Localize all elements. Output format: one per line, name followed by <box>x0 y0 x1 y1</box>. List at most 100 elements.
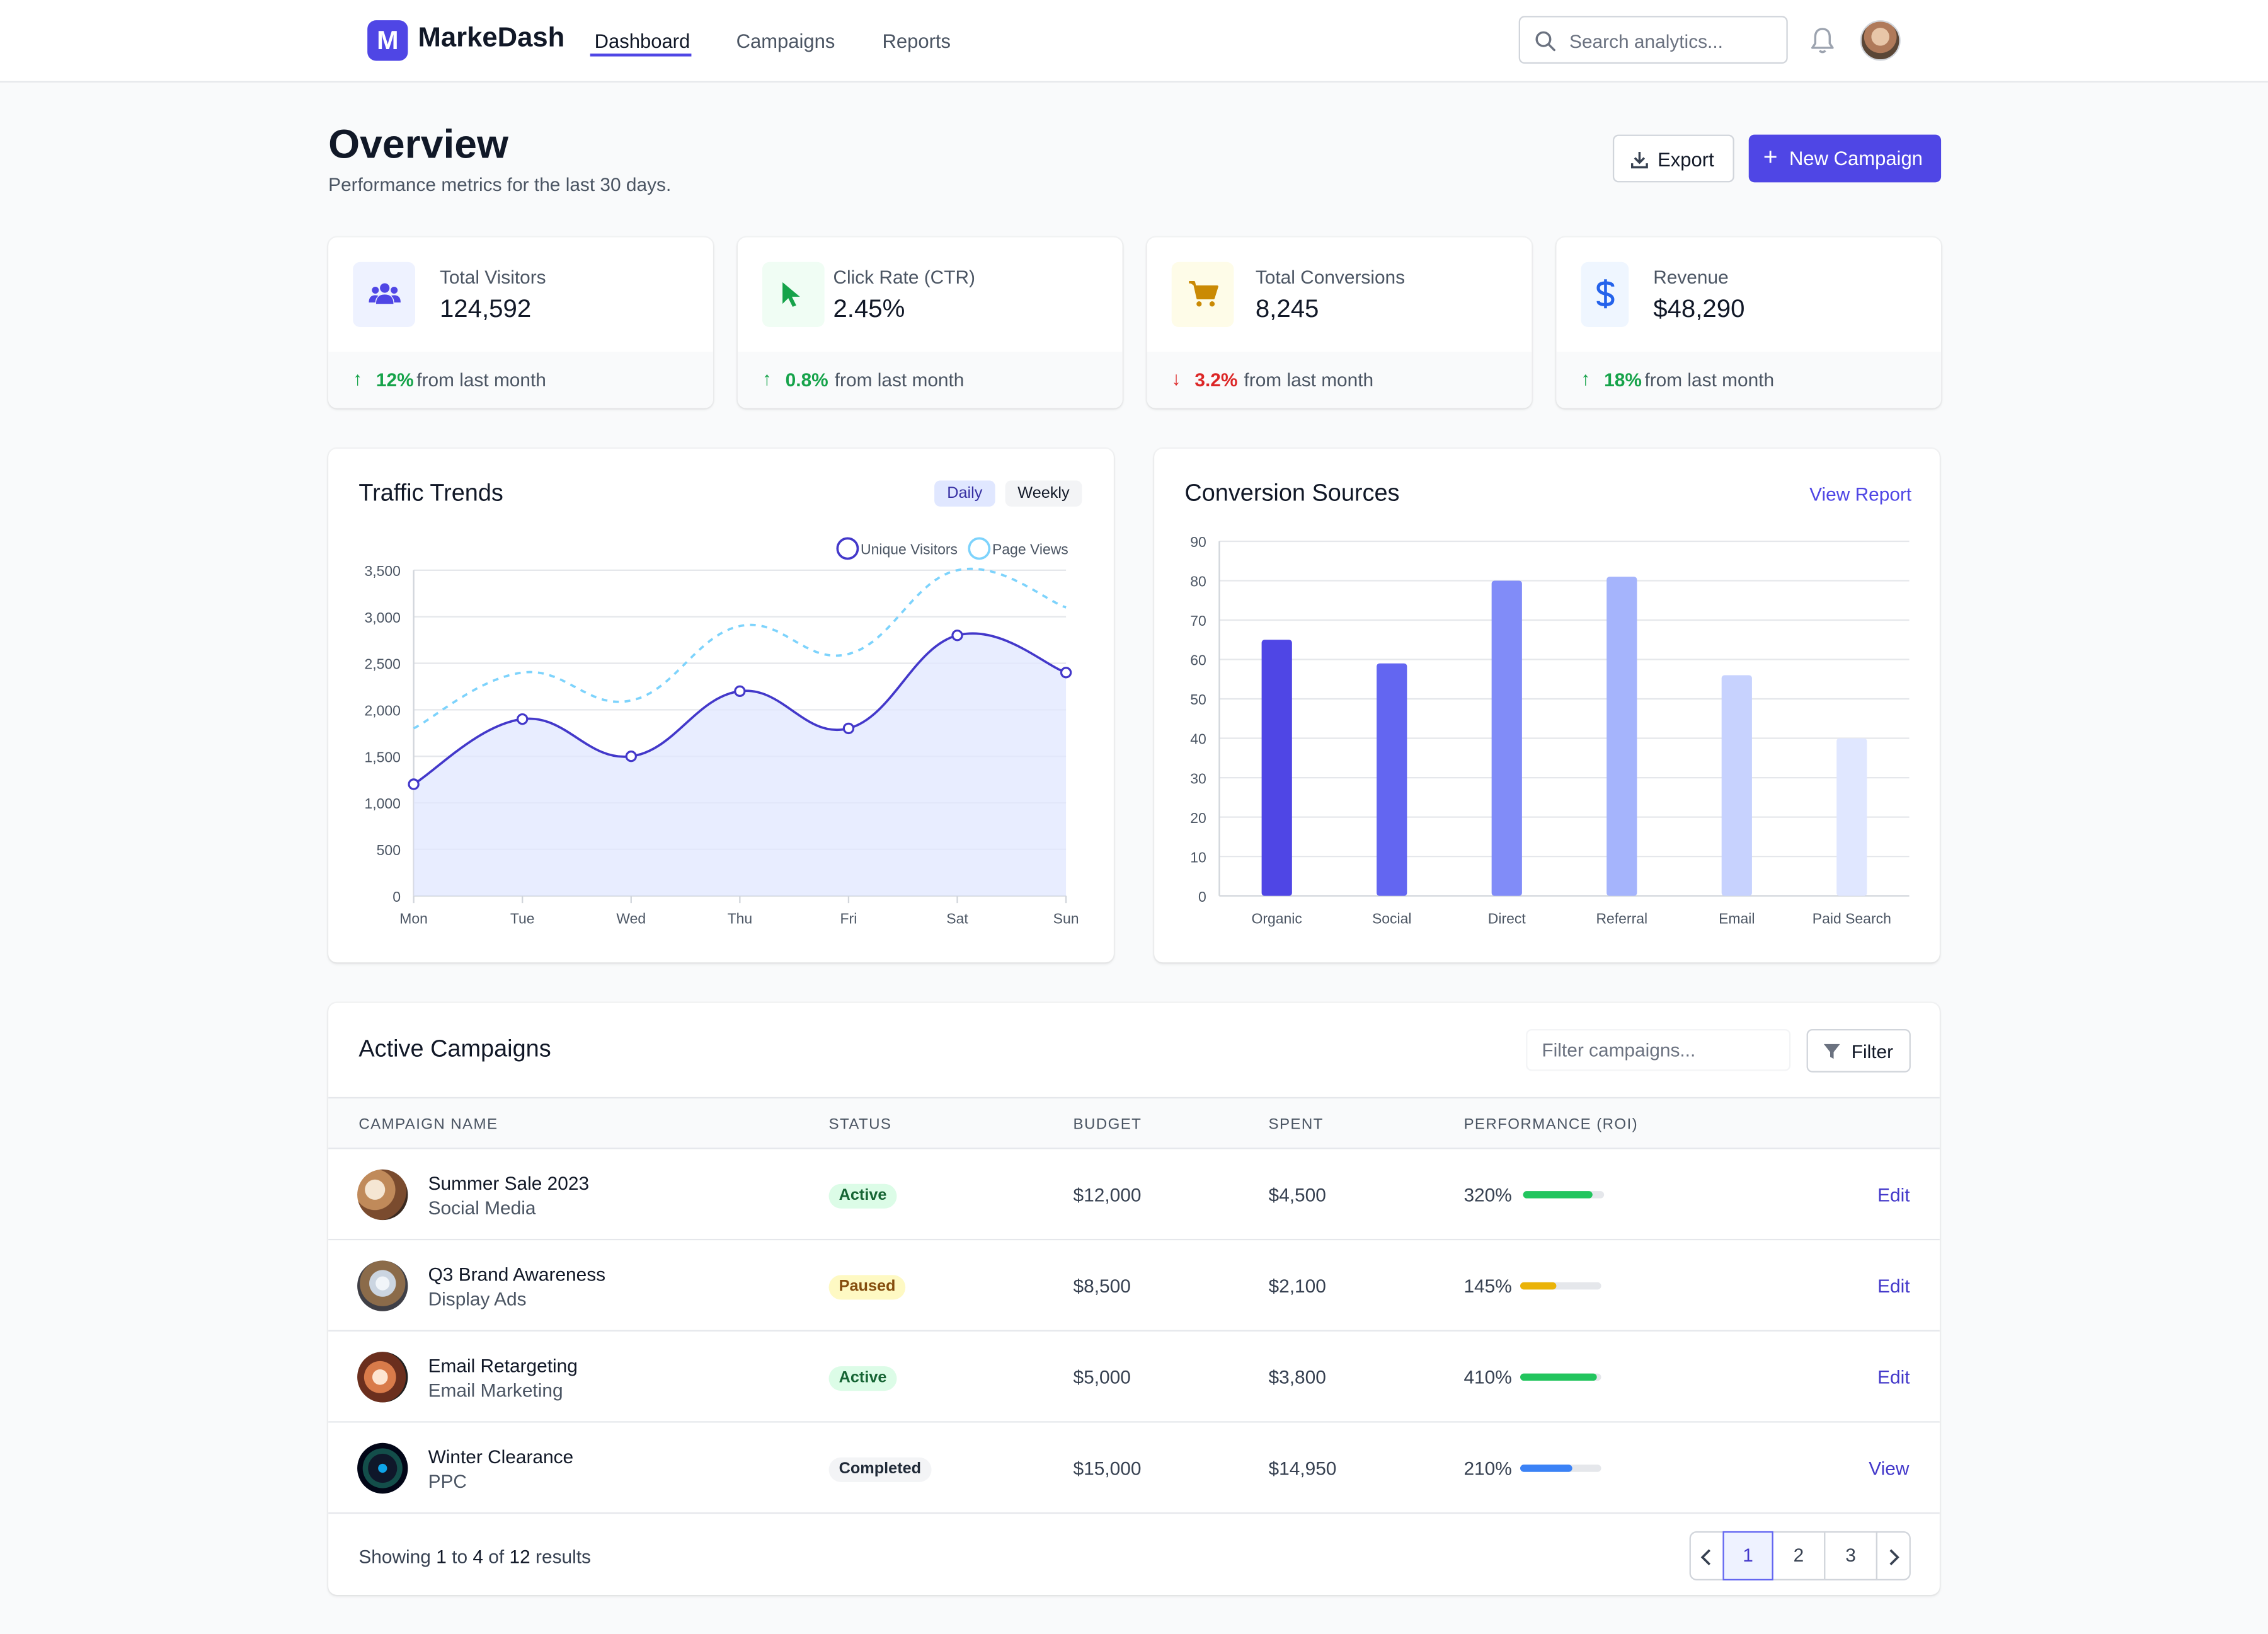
edit-link[interactable]: Edit <box>1877 1275 1910 1297</box>
table-row: Winter Clearance PPC Completed $15,000 $… <box>328 1422 1940 1514</box>
showing-prefix: Showing <box>358 1545 431 1568</box>
search-box[interactable] <box>1518 16 1788 64</box>
stat-change-suffix: from last month <box>416 369 546 391</box>
campaign-budget: $8,500 <box>1073 1275 1131 1297</box>
arrow-down-icon: ↓ <box>1171 367 1181 389</box>
toggle-daily[interactable]: Daily <box>934 480 995 507</box>
showing-total: 12 <box>509 1545 530 1568</box>
showing-suffix: results <box>536 1545 591 1568</box>
roi-progress-bar <box>1520 1373 1601 1381</box>
roi-progress-bar <box>1520 1282 1601 1290</box>
roi-progress-bar <box>1520 1464 1601 1472</box>
y-tick-label: 2,500 <box>365 656 401 672</box>
stat-value: $48,290 <box>1653 294 1745 323</box>
pagination-page-3[interactable]: 3 <box>1824 1531 1878 1580</box>
campaign-thumbnail <box>357 1169 408 1221</box>
campaign-name[interactable]: Winter Clearance <box>428 1446 574 1468</box>
showing-of-word: of <box>488 1545 505 1568</box>
campaigns-title: Active Campaigns <box>358 1036 551 1062</box>
filter-icon <box>1823 1044 1840 1059</box>
campaign-spent: $4,500 <box>1268 1183 1326 1206</box>
campaign-budget: $12,000 <box>1073 1183 1142 1206</box>
stat-value: 8,245 <box>1255 294 1319 323</box>
table-row: Email Retargeting Email Marketing Active… <box>328 1331 1940 1423</box>
bar-chart-y-axis: 0 10 20 30 40 50 60 70 80 90 <box>1190 534 1206 905</box>
y-tick-label: 500 <box>377 842 401 858</box>
campaign-spent: $3,800 <box>1268 1366 1326 1388</box>
y-tick-label: 70 <box>1190 613 1206 629</box>
campaign-budget: $15,000 <box>1073 1457 1142 1480</box>
arrow-up-icon: ↑ <box>1581 367 1591 389</box>
legend-marker-unique-visitors <box>836 537 859 560</box>
y-tick-label: 40 <box>1190 731 1206 747</box>
campaign-thumbnail <box>357 1352 408 1403</box>
stat-change: 18% <box>1604 369 1642 391</box>
showing-to-word: to <box>452 1545 468 1568</box>
nav-campaigns[interactable]: Campaigns <box>736 30 835 52</box>
y-tick-label: 2,000 <box>365 703 401 719</box>
stat-icon-tile <box>762 262 825 328</box>
x-tick-label: Fri <box>840 910 857 926</box>
unique-visitors-point <box>842 722 855 735</box>
pagination-page-1[interactable]: 1 <box>1722 1531 1773 1580</box>
x-tick-label: Mon <box>399 910 428 926</box>
filter-button[interactable]: Filter <box>1806 1028 1911 1073</box>
x-tick-label: Sun <box>1053 910 1079 926</box>
download-icon <box>1630 151 1648 169</box>
x-tick-label: Social <box>1372 910 1412 926</box>
pagination-next-button[interactable] <box>1876 1531 1911 1580</box>
x-tick-label: Wed <box>616 910 646 926</box>
pagination-prev-button[interactable] <box>1689 1531 1724 1580</box>
edit-link[interactable]: Edit <box>1877 1183 1910 1206</box>
nav-reports[interactable]: Reports <box>882 30 951 52</box>
stat-label: Total Visitors <box>439 266 546 289</box>
y-tick-label: 80 <box>1190 573 1206 590</box>
campaign-channel: Email Marketing <box>428 1379 563 1401</box>
campaign-spent: $2,100 <box>1268 1275 1326 1297</box>
column-header-budget[interactable]: BUDGET <box>1073 1115 1142 1134</box>
toggle-weekly[interactable]: Weekly <box>1005 480 1082 507</box>
view-report-link[interactable]: View Report <box>1809 483 1912 505</box>
logo-icon[interactable]: M <box>367 20 408 61</box>
page-subtitle: Performance metrics for the last 30 days… <box>328 173 672 196</box>
stat-change-suffix: from last month <box>1244 369 1374 391</box>
new-campaign-button[interactable]: + New Campaign <box>1748 134 1942 183</box>
campaign-roi: 320% <box>1463 1183 1512 1206</box>
top-navbar: M MarkeDash Dashboard Campaigns Reports <box>0 0 2268 83</box>
page-title: Overview <box>328 121 509 167</box>
campaign-name[interactable]: Q3 Brand Awareness <box>428 1263 606 1286</box>
unique-visitors-point <box>1060 667 1072 679</box>
pagination-page-2[interactable]: 2 <box>1772 1531 1826 1580</box>
showing-to: 4 <box>472 1545 483 1568</box>
roi-progress-fill <box>1520 1464 1573 1472</box>
users-icon <box>369 283 401 304</box>
line-chart-x-axis: Mon Tue Wed Thu Fri Sat Sun <box>399 895 1079 926</box>
user-avatar[interactable] <box>1860 20 1901 61</box>
line-chart-legend: Unique Visitors Page Views <box>836 537 1068 560</box>
stat-value: 124,592 <box>439 294 532 323</box>
conversion-sources-title: Conversion Sources <box>1184 480 1400 507</box>
search-input[interactable] <box>1569 26 1779 55</box>
filter-label: Filter <box>1851 1040 1894 1062</box>
nav-dashboard[interactable]: Dashboard <box>594 30 690 52</box>
column-header-spent[interactable]: SPENT <box>1268 1115 1324 1134</box>
pagination-summary: Showing 1 to 4 of 12 results <box>358 1546 591 1567</box>
column-header-name[interactable]: CAMPAIGN NAME <box>358 1115 498 1134</box>
brand-name[interactable]: MarkeDash <box>418 23 565 54</box>
filter-campaigns-input[interactable] <box>1526 1028 1791 1071</box>
campaign-name[interactable]: Summer Sale 2023 <box>428 1172 590 1194</box>
export-button[interactable]: Export <box>1612 134 1734 183</box>
column-header-status[interactable]: STATUS <box>828 1115 892 1134</box>
y-tick-label: 1,000 <box>365 795 401 812</box>
bell-icon[interactable] <box>1809 26 1835 55</box>
campaign-name[interactable]: Email Retargeting <box>428 1354 578 1377</box>
column-header-roi[interactable]: PERFORMANCE (ROI) <box>1463 1115 1638 1134</box>
campaign-roi: 210% <box>1463 1457 1512 1480</box>
y-tick-label: 0 <box>392 889 401 905</box>
edit-link[interactable]: Edit <box>1877 1366 1910 1388</box>
unique-visitors-point <box>625 751 637 762</box>
dollar-icon <box>1596 279 1615 309</box>
table-row: Summer Sale 2023 Social Media Active $12… <box>328 1149 1940 1241</box>
x-tick-label: Organic <box>1252 910 1302 926</box>
view-link[interactable]: View <box>1869 1457 1910 1480</box>
